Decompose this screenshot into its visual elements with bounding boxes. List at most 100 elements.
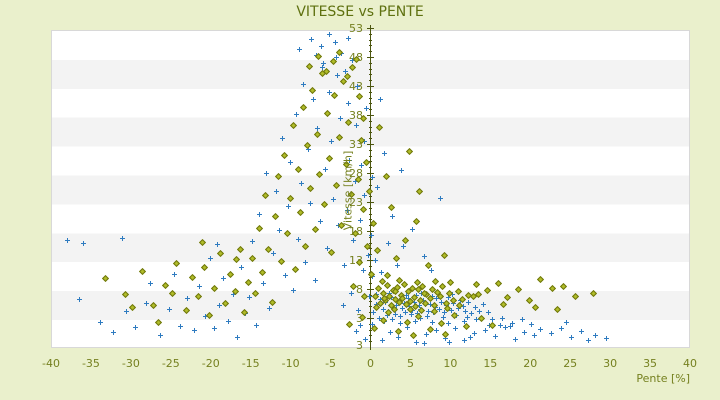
y-tick-label: 8 (356, 283, 363, 296)
blue-series-point (461, 319, 467, 325)
y-minor-tick-mark (369, 144, 372, 145)
y-minor-tick-mark (369, 213, 372, 215)
blue-series-point (568, 334, 574, 340)
blue-series-point (476, 308, 482, 314)
blue-series-point (427, 301, 433, 307)
blue-series-point (207, 255, 213, 261)
blue-series-point (388, 330, 393, 336)
blue-series-point (320, 61, 326, 67)
blue-series-point (267, 306, 273, 311)
y-minor-tick-mark (369, 242, 372, 244)
olive-series-point (189, 274, 194, 279)
olive-series-point (554, 307, 559, 312)
y-minor-tick-mark (369, 97, 372, 99)
blue-series-point (563, 320, 569, 325)
olive-series-point (322, 202, 327, 207)
blue-series-point (355, 84, 361, 89)
y-minor-tick-mark (369, 132, 372, 134)
blue-series-point (443, 335, 449, 341)
chart-title: VITESSE vs PENTE (296, 4, 424, 20)
y-axis-title: Vitesse [km/h] (341, 150, 355, 231)
olive-series-point (413, 303, 418, 308)
blue-series-point (98, 320, 103, 325)
y-minor-tick-mark (369, 167, 372, 169)
olive-series-point (327, 155, 332, 160)
blue-series-point (439, 299, 445, 305)
y-minor-tick-mark (369, 91, 372, 93)
blue-series-point (133, 325, 139, 331)
blue-series-point (499, 315, 505, 321)
y-minor-tick-mark (369, 173, 372, 174)
olive-series-point (285, 230, 290, 235)
blue-series-point (246, 295, 252, 301)
y-minor-tick-mark (369, 294, 372, 296)
blue-series-point (315, 126, 321, 131)
blue-series-point (460, 304, 466, 310)
olive-series-point (379, 279, 384, 284)
blue-series-point (483, 328, 488, 334)
x-tick-label: 35 (643, 357, 658, 370)
y-minor-tick-mark (369, 184, 372, 186)
y-minor-tick-mark (369, 74, 372, 76)
blue-series-point (463, 309, 469, 315)
blue-series-point (191, 328, 197, 334)
x-tick-label: 0 (367, 357, 374, 370)
olive-series-point (526, 297, 531, 302)
blue-series-point (324, 245, 330, 251)
blue-series-point (120, 236, 126, 241)
y-minor-tick-mark (369, 109, 372, 111)
olive-series-point (495, 281, 500, 286)
y-minor-tick-mark (369, 138, 372, 140)
blue-series-point (322, 167, 328, 173)
blue-series-point (362, 192, 368, 198)
blue-series-point (433, 327, 439, 333)
olive-series-point (275, 174, 280, 179)
blue-series-point (288, 160, 294, 166)
blue-series-point (472, 304, 478, 310)
blue-series-point (440, 314, 446, 320)
blue-series-point (308, 36, 314, 42)
olive-series-point (410, 332, 415, 337)
y-minor-tick-mark (369, 115, 372, 116)
x-tick-label: 20 (523, 357, 538, 370)
olive-series-point (336, 135, 341, 140)
y-minor-tick-mark (369, 283, 372, 285)
blue-series-point (317, 218, 323, 224)
blue-series-point (471, 331, 477, 337)
blue-series-point (185, 295, 191, 301)
blue-series-point (424, 313, 430, 319)
olive-series-point (442, 331, 447, 336)
blue-series-point (365, 252, 371, 258)
y-minor-tick-mark (369, 126, 372, 128)
blue-series-point (586, 337, 592, 343)
x-tick-label: -20 (201, 357, 220, 370)
blue-series-point (438, 195, 444, 201)
olive-series-point (476, 291, 481, 296)
olive-series-point (397, 277, 402, 282)
blue-series-point (417, 316, 423, 322)
blue-series-point (512, 336, 518, 342)
blue-series-point (448, 307, 454, 313)
blue-series-point (434, 296, 440, 302)
blue-series-point (239, 265, 245, 271)
olive-series-point (371, 325, 376, 330)
blue-series-point (578, 328, 584, 334)
olive-series-point (350, 64, 355, 69)
olive-series-point (446, 291, 451, 296)
olive-series-point (346, 120, 351, 125)
olive-series-point (460, 296, 465, 301)
blue-series-point (377, 96, 383, 102)
blue-series-point (212, 325, 218, 331)
olive-series-point (411, 295, 416, 300)
blue-series-point (293, 112, 299, 117)
olive-series-point (324, 110, 329, 115)
blue-series-point (389, 316, 395, 322)
olive-series-point (400, 295, 405, 300)
blue-series-point (319, 43, 325, 49)
olive-series-point (385, 272, 390, 277)
x-tick-label: -10 (281, 357, 300, 370)
olive-series-point (366, 188, 371, 193)
blue-series-point (392, 311, 398, 317)
olive-series-point (315, 131, 320, 136)
y-minor-tick-mark (369, 51, 372, 53)
